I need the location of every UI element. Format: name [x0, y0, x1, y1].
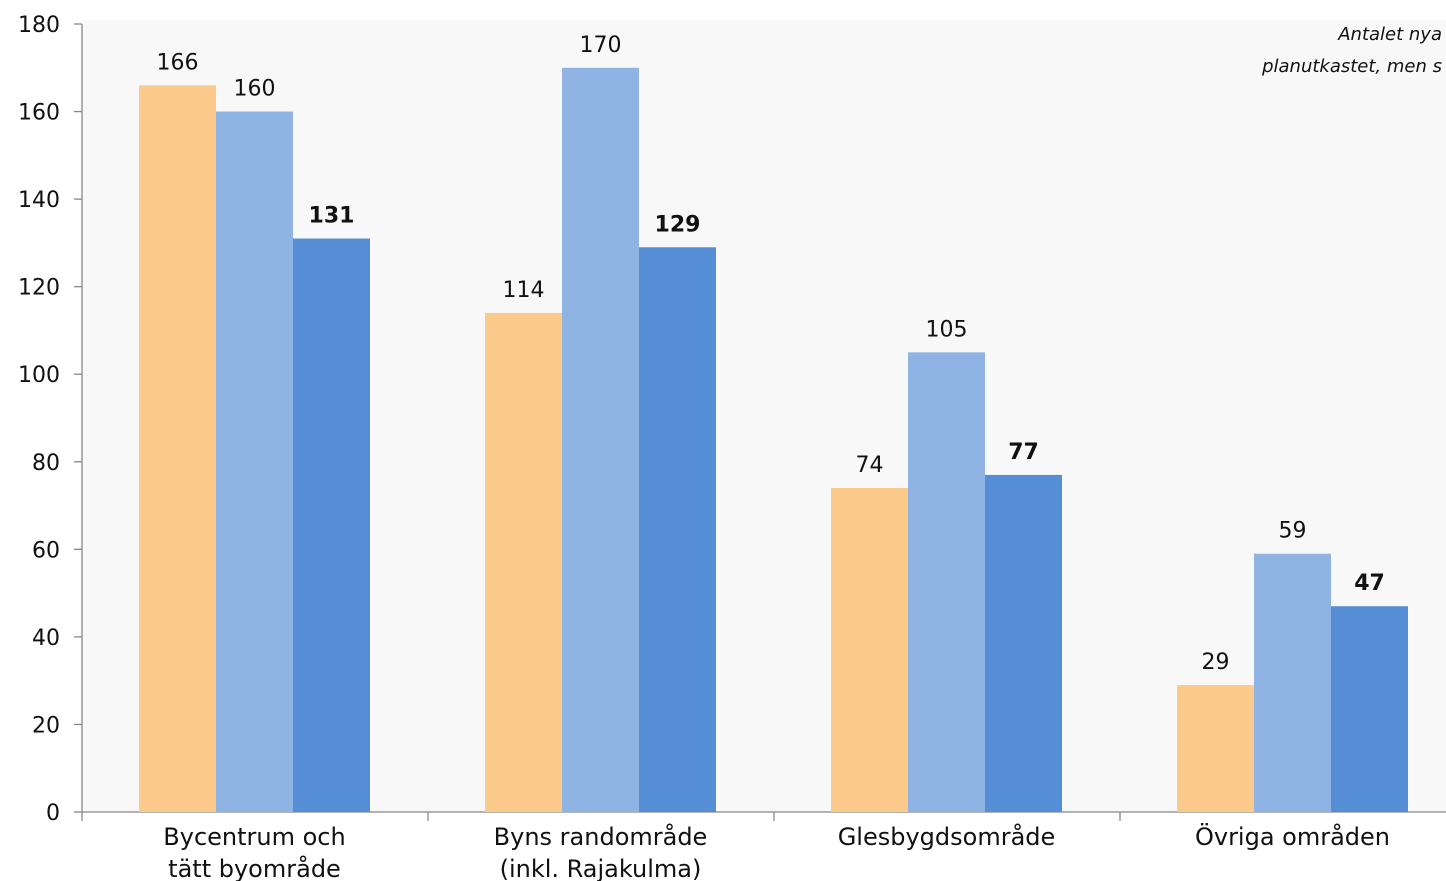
category-label: Bycentrum och [163, 823, 345, 851]
bar [139, 85, 216, 813]
data-label: 131 [309, 204, 355, 229]
category-label: tätt byområde [168, 854, 341, 881]
bar [831, 488, 908, 812]
bar [1254, 553, 1331, 812]
data-label: 114 [503, 278, 545, 303]
data-label: 47 [1354, 571, 1385, 596]
data-label: 77 [1008, 440, 1039, 465]
y-tick-label: 0 [46, 801, 60, 826]
data-label: 170 [580, 33, 622, 58]
bar [985, 474, 1062, 812]
category-label: Byns randområde [494, 822, 708, 851]
category-label: Glesbygdsområde [838, 822, 1056, 851]
bar [1331, 606, 1408, 812]
bar [216, 111, 293, 813]
data-label: 105 [926, 317, 968, 342]
y-tick-label: 40 [32, 626, 60, 651]
y-tick-label: 80 [32, 451, 60, 476]
bar [639, 247, 716, 812]
bars [139, 67, 1408, 813]
y-tick-label: 180 [18, 13, 60, 38]
x-axis: Bycentrum och tätt byområde Byns randområd… [81, 811, 1446, 881]
y-tick-label: 60 [32, 538, 60, 563]
bar [485, 312, 562, 812]
chart-annotation: Antalet nya planutkastet, men s [1261, 24, 1442, 77]
annotation-text: Antalet nya [1337, 24, 1442, 45]
y-tick-label: 140 [18, 188, 60, 213]
category-label: Övriga områden [1195, 822, 1390, 851]
bar [1177, 685, 1254, 812]
data-label: 74 [856, 453, 884, 478]
y-axis: 0 20 40 60 80 100 120 140 160 180 [18, 13, 83, 826]
y-tick-label: 100 [18, 363, 60, 388]
data-label: 59 [1279, 519, 1307, 544]
data-label: 166 [157, 50, 199, 75]
category-label: (inkl. Rajakulma) [500, 855, 702, 881]
annotation-text: planutkastet, men s [1261, 56, 1442, 77]
data-label: 160 [234, 77, 276, 102]
y-tick-label: 120 [18, 276, 60, 301]
data-label: 129 [655, 212, 701, 237]
bar [562, 67, 639, 813]
data-labels: 166 160 131 114 170 129 74 105 77 29 59 47 [157, 33, 1385, 675]
y-tick-label: 20 [32, 713, 60, 738]
bar [293, 238, 370, 812]
y-tick-label: 160 [18, 101, 60, 126]
bar [908, 352, 985, 812]
data-label: 29 [1202, 650, 1230, 675]
